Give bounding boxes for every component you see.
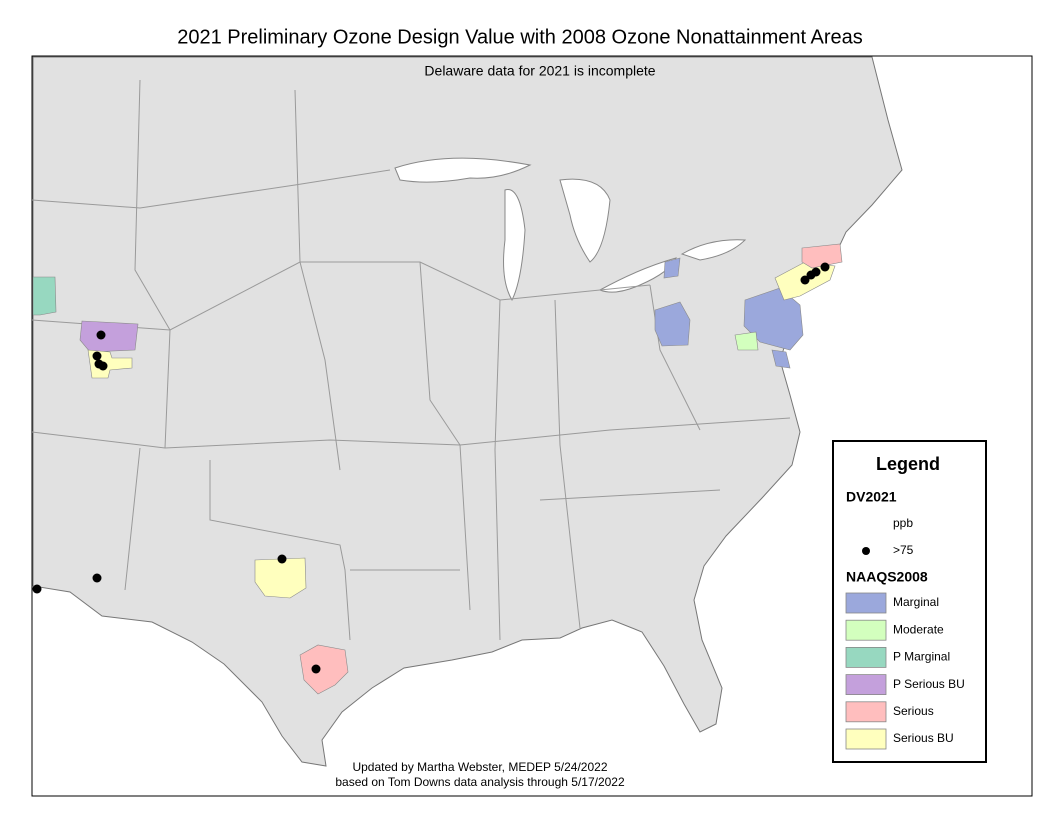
legend-swatch	[845, 701, 887, 723]
state-lines	[31, 79, 791, 641]
legend-title: Legend	[876, 454, 940, 474]
legend-label: >75	[893, 543, 914, 557]
site-dot	[92, 351, 102, 361]
legend-label: Serious BU	[893, 731, 954, 745]
title: 2021 Preliminary Ozone Design Value with…	[177, 26, 863, 48]
subtitle: Delaware data for 2021 is incomplete	[424, 63, 655, 79]
legend-swatch	[845, 592, 887, 614]
site-dot	[98, 361, 108, 371]
legend-swatch	[845, 619, 887, 641]
map: Delaware data for 2021 is incomplete Upd…	[31, 55, 1033, 797]
site-dot	[92, 573, 102, 583]
legend-swatch	[845, 728, 887, 750]
site-dot	[277, 554, 287, 564]
site-dot	[800, 275, 810, 285]
site-dot	[96, 330, 106, 340]
legend-symbol	[862, 547, 870, 555]
legend-swatch	[845, 647, 887, 668]
legend-heading: NAAQS2008	[846, 569, 928, 585]
credit: based on Tom Downs data analysis through…	[335, 775, 625, 789]
site-dot	[811, 267, 821, 277]
site-dot	[820, 262, 830, 272]
monitor-sites	[32, 262, 830, 674]
site-dot	[311, 664, 321, 674]
legend-label: P Marginal	[893, 650, 950, 664]
legend-unit: ppb	[893, 516, 913, 530]
legend-label: Moderate	[893, 622, 944, 636]
legend-swatch	[845, 674, 887, 695]
nonattainment-areas	[32, 243, 843, 695]
legend-label: Serious	[893, 704, 934, 718]
legend-label: P Serious BU	[893, 677, 965, 691]
legend-heading: DV2021	[846, 489, 897, 505]
great-lakes	[394, 157, 747, 302]
site-dot	[32, 584, 42, 594]
credit: Updated by Martha Webster, MEDEP 5/24/20…	[352, 760, 607, 774]
legend-label: Marginal	[893, 595, 939, 609]
legend: Legend DV2021 ppb >75 NAAQS2008 Marginal…	[832, 440, 987, 763]
